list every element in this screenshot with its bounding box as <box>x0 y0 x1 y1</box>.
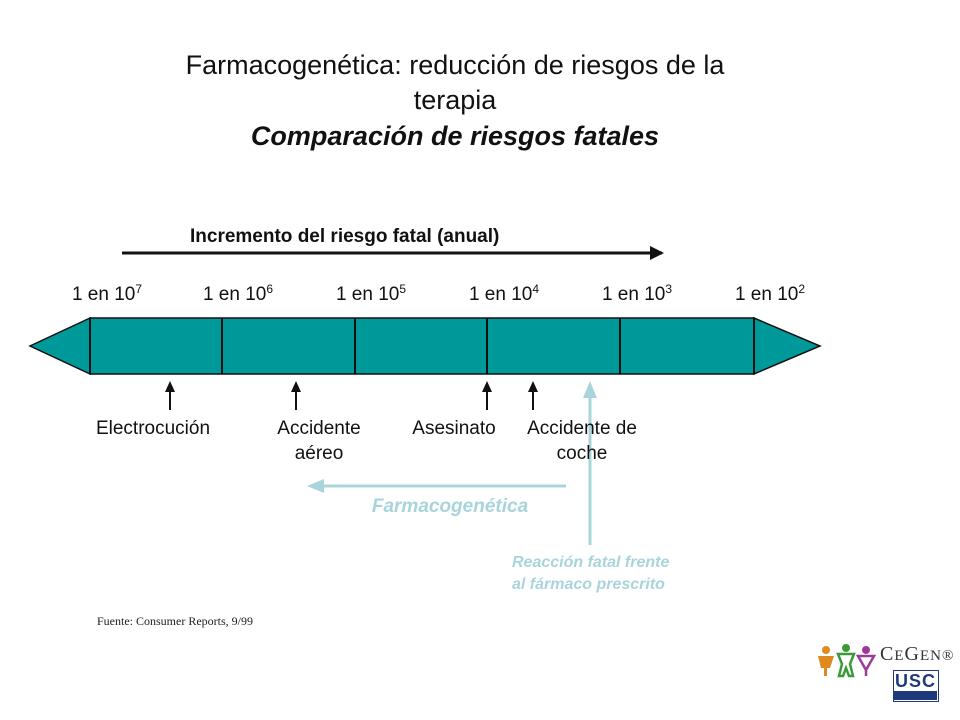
event-label-electrocucion: Electrocución <box>95 418 211 439</box>
cegen-logo: CEGEN® <box>880 643 955 665</box>
scale-left-point <box>28 316 91 376</box>
reaction-label: Reacción fatal frente al fármaco prescrit… <box>512 554 670 593</box>
event-arrow-electrocucion <box>165 381 175 410</box>
event-label-accidente-aereo: Accidente aéreo <box>277 418 361 464</box>
event-arrow-asesinato <box>482 381 492 410</box>
reaction-arrow-head-icon <box>583 381 597 398</box>
event-label-accidente-coche: Accidente de coche <box>527 418 637 464</box>
cegen-figure-purple-icon <box>855 646 877 676</box>
increment-arrow-head-icon <box>650 246 664 260</box>
usc-logo: USC <box>893 670 939 702</box>
tick-label-1e7: 1 en 107 <box>71 282 143 305</box>
title-line-2: terapia <box>413 85 497 115</box>
increment-label: Incremento del riesgo fatal (anual) <box>190 226 500 247</box>
source-note: Fuente: Consumer Reports, 9/99 <box>97 614 253 628</box>
tick-label-1e4: 1 en 104 <box>468 282 540 305</box>
pharmacogenetics-label: Farmacogenética <box>371 496 529 517</box>
scale-bar <box>89 317 755 375</box>
event-arrow-accidente-coche <box>528 381 538 410</box>
cegen-figure-orange-icon <box>818 646 834 676</box>
tick-label-1e5: 1 en 105 <box>335 282 407 305</box>
title-subtitle: Comparación de riesgos fatales <box>250 121 660 151</box>
page-title: Farmacogenética: reducción de riesgos de… <box>80 48 830 154</box>
title-line-1: Farmacogenética: reducción de riesgos de… <box>185 50 725 80</box>
event-arrow-accidente-aereo <box>291 381 301 410</box>
tick-label-1e2: 1 en 102 <box>734 282 806 305</box>
scale-right-point <box>753 316 822 376</box>
tick-label-1e3: 1 en 103 <box>601 282 673 305</box>
event-label-asesinato: Asesinato <box>412 418 496 439</box>
cegen-figure-green-icon <box>836 644 856 678</box>
tick-label-1e6: 1 en 106 <box>202 282 274 305</box>
pharmacogenetics-arrow-head-icon <box>307 479 324 493</box>
